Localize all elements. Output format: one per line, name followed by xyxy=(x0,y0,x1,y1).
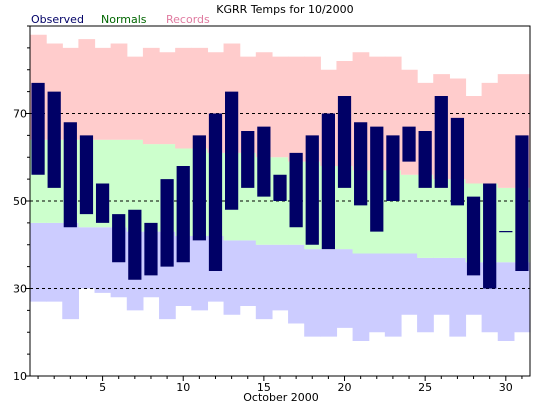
record-high-band xyxy=(126,56,144,140)
normal-band xyxy=(142,144,160,232)
observed-bar xyxy=(305,135,319,245)
observed-bar xyxy=(354,122,368,206)
record-low-band xyxy=(62,222,79,320)
x-tick-label: 10 xyxy=(176,381,190,394)
record-low-band xyxy=(433,257,450,315)
record-low-band xyxy=(94,227,112,293)
observed-bar xyxy=(321,113,335,250)
legend-normals: Normals xyxy=(101,13,147,26)
legend: Observed Normals Records xyxy=(31,13,210,26)
normal-band xyxy=(433,179,450,258)
observed-bar xyxy=(208,113,223,271)
observed-bar xyxy=(160,179,174,267)
observed-bar xyxy=(128,209,142,280)
record-low-band xyxy=(239,240,257,306)
record-low-band xyxy=(304,249,321,337)
observed-bar xyxy=(95,183,110,223)
record-low-band xyxy=(449,257,467,337)
record-high-band xyxy=(78,39,96,140)
observed-bar xyxy=(483,183,497,289)
record-low-band xyxy=(271,244,289,311)
normal-band xyxy=(400,174,418,254)
normal-band xyxy=(126,139,144,232)
record-high-band xyxy=(62,47,79,140)
record-low-band xyxy=(255,244,273,320)
observed-bar xyxy=(47,91,61,188)
observed-bar xyxy=(176,166,190,263)
record-high-band xyxy=(497,74,515,188)
normal-band xyxy=(497,187,515,263)
observed-bar xyxy=(79,135,94,215)
observed-bar xyxy=(63,122,77,228)
record-high-band xyxy=(465,96,483,184)
legend-records: Records xyxy=(166,13,210,26)
record-high-band xyxy=(191,47,209,149)
record-high-band xyxy=(271,56,289,158)
y-tick-label: 50 xyxy=(13,195,27,208)
x-tick-label: 20 xyxy=(338,381,352,394)
y-tick-label: 70 xyxy=(13,108,27,121)
record-low-band xyxy=(417,257,434,333)
observed-bar xyxy=(386,135,400,201)
observed-bar xyxy=(402,126,416,162)
record-high-band xyxy=(239,56,257,153)
y-axis-ticks: 10 30 50 70 xyxy=(13,25,30,383)
chart-title: KGRR Temps for 10/2000 xyxy=(216,3,353,16)
observed-bar xyxy=(418,131,432,188)
record-high-band xyxy=(481,82,499,184)
record-low-band xyxy=(513,262,531,333)
y-tick-label: 10 xyxy=(13,370,27,383)
y-tick-label: 30 xyxy=(13,283,27,296)
observed-bar xyxy=(31,82,45,175)
record-low-band xyxy=(288,244,305,324)
record-high-band xyxy=(175,47,192,149)
record-low-band xyxy=(352,253,370,341)
observed-bar xyxy=(241,131,255,188)
observed-bar xyxy=(144,222,158,276)
observed-bar xyxy=(434,96,448,188)
x-tick-label: 30 xyxy=(499,381,513,394)
observed-bar xyxy=(450,117,465,206)
record-high-band xyxy=(110,43,128,140)
record-high-band xyxy=(159,52,176,145)
record-low-band xyxy=(497,262,515,341)
observed-bar xyxy=(337,96,352,188)
record-low-band xyxy=(223,240,241,315)
x-tick-label: 25 xyxy=(418,381,432,394)
normal-band xyxy=(110,139,128,228)
observed-bar xyxy=(273,174,287,201)
record-high-band xyxy=(142,47,160,145)
record-high-band xyxy=(288,56,305,162)
observed-bar xyxy=(466,196,481,276)
x-axis-title: October 2000 xyxy=(243,391,319,404)
record-low-band xyxy=(368,253,386,333)
x-tick-label: 5 xyxy=(99,381,106,394)
record-low-band xyxy=(30,222,47,302)
x-tick-label: 15 xyxy=(257,381,271,394)
observed-bar xyxy=(112,214,126,263)
observed-bars xyxy=(31,82,529,289)
observed-bar xyxy=(257,126,271,197)
legend-observed: Observed xyxy=(31,13,84,26)
observed-bar xyxy=(515,135,529,271)
observed-bar xyxy=(289,152,303,228)
record-low-band xyxy=(78,227,96,289)
record-low-band xyxy=(191,236,209,311)
observed-bar xyxy=(225,91,239,210)
record-low-band xyxy=(46,222,63,302)
record-low-band xyxy=(320,249,338,337)
record-high-band xyxy=(94,47,112,140)
observed-bar xyxy=(192,135,206,241)
record-low-band xyxy=(400,253,418,315)
x-axis-ticks: 5 10 15 20 25 30 xyxy=(37,376,523,394)
record-low-band xyxy=(384,253,402,337)
normal-band xyxy=(417,174,434,258)
observed-bar xyxy=(370,126,384,232)
